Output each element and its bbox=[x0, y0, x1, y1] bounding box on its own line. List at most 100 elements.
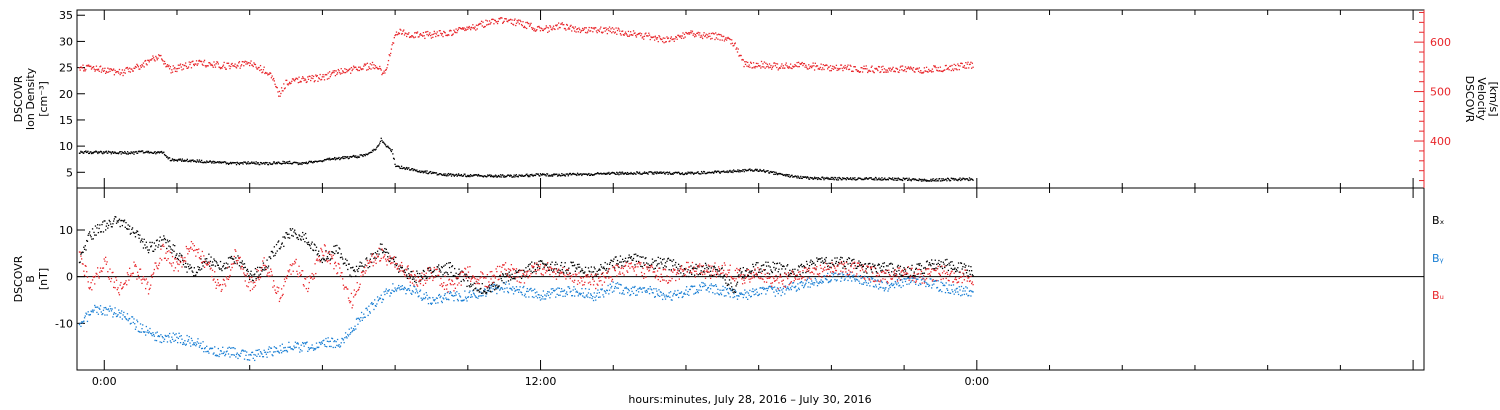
by-point bbox=[539, 299, 542, 301]
velocity-point bbox=[960, 62, 963, 64]
bx-point bbox=[783, 265, 785, 268]
bx-point bbox=[804, 266, 806, 269]
density-point bbox=[318, 160, 320, 162]
velocity-point bbox=[760, 60, 763, 63]
by-point bbox=[443, 294, 446, 297]
bx-point bbox=[723, 274, 726, 276]
by-point bbox=[880, 280, 883, 282]
velocity-point bbox=[203, 59, 206, 61]
velocity-point bbox=[941, 70, 943, 72]
bx-point bbox=[419, 280, 422, 282]
bx-point bbox=[885, 265, 888, 267]
density-point bbox=[437, 173, 439, 176]
bx-point bbox=[594, 268, 596, 270]
velocity-point bbox=[196, 64, 198, 66]
density-point bbox=[497, 175, 499, 178]
bx-point bbox=[80, 253, 82, 255]
density-point bbox=[395, 165, 398, 167]
density-point bbox=[705, 172, 707, 175]
velocity-point bbox=[147, 59, 149, 61]
bx-point bbox=[710, 267, 712, 269]
bx-point bbox=[117, 221, 119, 223]
velocity-point bbox=[666, 36, 668, 38]
by-point bbox=[168, 332, 171, 335]
bx-point bbox=[143, 238, 145, 241]
velocity-point bbox=[583, 28, 585, 30]
velocity-point bbox=[620, 34, 622, 36]
density-point bbox=[247, 161, 249, 163]
bx-point bbox=[614, 256, 617, 258]
density-point bbox=[376, 146, 378, 148]
bx-point bbox=[176, 253, 178, 255]
by-point bbox=[326, 340, 329, 342]
by-point bbox=[493, 284, 495, 286]
density-point bbox=[240, 162, 242, 164]
bx-point bbox=[585, 275, 587, 277]
density-point bbox=[85, 151, 88, 154]
bx-point bbox=[483, 290, 485, 292]
bx-point bbox=[569, 272, 571, 274]
bx-point bbox=[459, 273, 461, 275]
velocity-point bbox=[933, 66, 936, 68]
bx-point bbox=[297, 238, 299, 241]
velocity-point bbox=[304, 78, 306, 80]
velocity-point bbox=[784, 64, 787, 66]
density-point bbox=[383, 142, 385, 144]
density-point bbox=[859, 177, 861, 179]
density-point bbox=[874, 176, 877, 179]
velocity-point bbox=[252, 65, 254, 68]
velocity-point bbox=[449, 29, 451, 31]
by-point bbox=[413, 285, 415, 288]
bx-point bbox=[586, 274, 588, 276]
by-point bbox=[283, 347, 285, 349]
density-point bbox=[742, 169, 744, 171]
velocity-point bbox=[840, 64, 842, 66]
bx-point bbox=[880, 270, 882, 272]
bx-point bbox=[579, 266, 581, 268]
bx-point bbox=[540, 260, 542, 263]
bx-point bbox=[463, 280, 465, 282]
velocity-point bbox=[485, 19, 487, 21]
by-point bbox=[405, 293, 407, 295]
by-point bbox=[613, 290, 615, 292]
by-point bbox=[150, 333, 153, 335]
velocity-point bbox=[464, 29, 466, 32]
bx-point bbox=[96, 227, 98, 229]
density-point bbox=[582, 173, 584, 175]
density-point bbox=[606, 172, 609, 174]
bx-point bbox=[750, 271, 752, 273]
velocity-point bbox=[796, 61, 798, 64]
density-point bbox=[79, 152, 81, 154]
bx-point bbox=[711, 274, 713, 277]
velocity-point bbox=[496, 22, 499, 25]
velocity-point bbox=[301, 77, 303, 80]
by-point bbox=[531, 296, 534, 298]
by-point bbox=[335, 340, 337, 343]
bx-point bbox=[222, 266, 224, 268]
by-point bbox=[858, 280, 860, 282]
velocity-point bbox=[843, 66, 845, 68]
bx-point bbox=[646, 266, 649, 268]
velocity-tick-label: 500 bbox=[1430, 86, 1451, 99]
velocity-point bbox=[256, 68, 259, 70]
velocity-point bbox=[316, 74, 318, 77]
bx-point bbox=[792, 271, 795, 273]
bx-point bbox=[562, 271, 564, 273]
bx-point bbox=[310, 243, 313, 245]
density-point bbox=[245, 162, 247, 164]
velocity-point bbox=[180, 66, 182, 68]
density-point bbox=[940, 180, 942, 182]
bx-point bbox=[131, 228, 133, 231]
velocity-point bbox=[929, 70, 931, 72]
by-point bbox=[182, 343, 184, 346]
density-point bbox=[655, 171, 657, 173]
bx-point bbox=[670, 269, 672, 271]
density-point bbox=[901, 178, 903, 181]
density-point bbox=[254, 162, 256, 165]
density-point bbox=[965, 178, 967, 180]
density-point bbox=[593, 174, 595, 176]
bx-point bbox=[656, 265, 658, 267]
velocity-point bbox=[150, 59, 153, 61]
velocity-point bbox=[370, 68, 372, 70]
by-point bbox=[804, 284, 806, 286]
